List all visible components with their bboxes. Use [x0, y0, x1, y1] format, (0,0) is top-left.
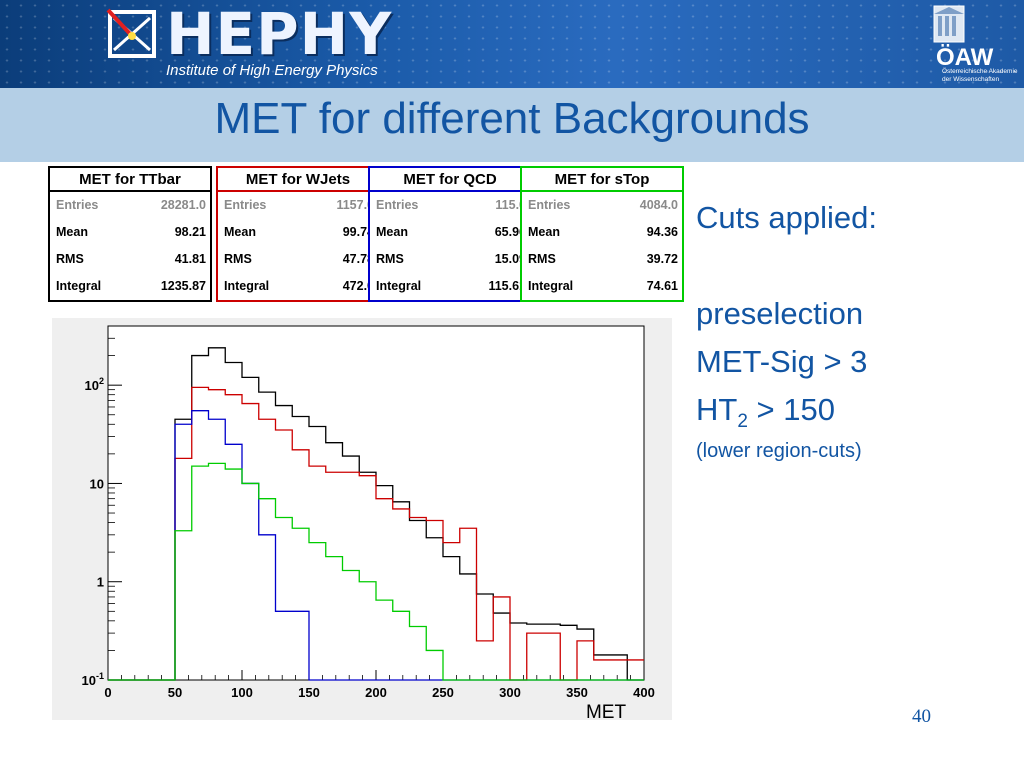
stats-label: Entries — [56, 198, 99, 212]
cut-region-note: (lower region-cuts) — [696, 440, 862, 462]
stats-title: MET for TTbar — [50, 168, 210, 192]
stats-value: 115.0 — [495, 198, 526, 212]
stats-row-mean: Mean 99.74 — [218, 219, 378, 246]
stats-row-mean: Mean 98.21 — [50, 219, 210, 246]
x-axis-label: MET — [586, 702, 627, 720]
stats-value: 47.78 — [342, 252, 374, 266]
stats-row-integral: Integral 74.61 — [522, 273, 682, 300]
stats-row-mean: Mean 94.36 — [522, 219, 682, 246]
cut-met-sig: MET-Sig > 3 — [696, 344, 868, 379]
title-bar: MET for different Backgrounds — [0, 88, 1024, 162]
stats-value: 99.74 — [342, 225, 374, 239]
stats-row-entries: Entries 1157.0 — [218, 192, 378, 219]
stats-box-wjets: MET for WJets Entries 1157.0 Mean 99.74 RM… — [216, 166, 380, 302]
oaw-building-icon — [933, 5, 965, 43]
logo-text: HEPHY — [166, 0, 393, 68]
oaw-logo-text: ÖAW — [936, 44, 994, 71]
stats-value: 39.72 — [646, 252, 678, 266]
stats-label: RMS — [56, 252, 84, 266]
stats-label: Integral — [224, 279, 270, 293]
stats-row-integral: Integral 472.0 — [218, 273, 378, 300]
stats-value: 15.09 — [494, 252, 526, 266]
stats-value: 28281.0 — [160, 198, 206, 212]
stats-row-integral: Integral 115.61 — [370, 273, 530, 300]
banner-pattern — [0, 0, 1024, 88]
stats-row-entries: Entries 28281.0 — [50, 192, 210, 219]
stats-label: Entries — [528, 198, 571, 212]
hephy-logo-icon — [106, 8, 156, 58]
stats-value: 94.36 — [646, 225, 678, 239]
y-tick-label: 10 — [90, 476, 104, 491]
x-tick-label: 50 — [168, 685, 182, 700]
stats-value: 98.21 — [174, 225, 206, 239]
x-tick-label: 200 — [365, 685, 387, 700]
stats-label: RMS — [528, 252, 556, 266]
cut-ht2-rest: > 150 — [747, 392, 835, 427]
stats-row-entries: Entries 115.0 — [370, 192, 530, 219]
stats-value: 1235.87 — [160, 279, 206, 293]
series-wjets — [108, 386, 644, 681]
plot-frame — [107, 325, 645, 681]
stats-value: 1157.0 — [336, 198, 374, 212]
stats-label: RMS — [376, 252, 404, 266]
slide-title: MET for different Backgrounds — [214, 94, 810, 143]
stats-value: 74.61 — [646, 279, 678, 293]
stats-title: MET for QCD — [370, 168, 530, 192]
logo-subtitle: Institute of High Energy Physics — [166, 62, 378, 79]
oaw-line-2: der Wissenschaften — [942, 76, 1000, 83]
oaw-line-1: Österreichische Akademie — [942, 68, 1018, 75]
stats-box-qcd: MET for QCD Entries 115.0 Mean 65.96 RMS 15… — [368, 166, 532, 302]
stats-row-integral: Integral 1235.87 — [50, 273, 210, 300]
stats-value: 115.61 — [488, 279, 526, 293]
stats-row-entries: Entries 4084.0 — [522, 192, 682, 219]
stats-label: Mean — [376, 225, 408, 239]
stats-label: Entries — [376, 198, 419, 212]
cut-ht2-sub: 2 — [737, 411, 748, 433]
stats-title: MET for sTop — [522, 168, 682, 192]
stats-label: Integral — [56, 279, 102, 293]
stats-label: Entries — [224, 198, 267, 212]
stats-label: Integral — [376, 279, 422, 293]
stats-value: 65.96 — [494, 225, 526, 239]
stats-row-rms: RMS 47.78 — [218, 246, 378, 273]
stats-title: MET for WJets — [218, 168, 378, 192]
stats-box-ttbar: MET for TTbar Entries 28281.0 Mean 98.21 R… — [48, 166, 212, 302]
header-banner: HEPHY Institute of High Energy Physics Ö… — [0, 0, 1024, 88]
x-tick-label: 400 — [633, 685, 655, 700]
stats-label: Mean — [224, 225, 256, 239]
stats-label: Mean — [56, 225, 88, 239]
x-tick-label: 300 — [499, 685, 521, 700]
stats-label: Mean — [528, 225, 560, 239]
stats-row-rms: RMS 41.81 — [50, 246, 210, 273]
x-tick-label: 150 — [298, 685, 320, 700]
page-number: 40 — [912, 706, 931, 727]
stats-label: Integral — [528, 279, 574, 293]
y-tick-label: 1 — [97, 575, 104, 590]
x-tick-label: 100 — [231, 685, 253, 700]
cut-preselection: preselection — [696, 296, 864, 331]
stats-row-rms: RMS 15.09 — [370, 246, 530, 273]
x-tick-label: 0 — [104, 685, 111, 700]
stats-value: 41.81 — [174, 252, 206, 266]
stats-label: RMS — [224, 252, 252, 266]
stats-value: 472.0 — [342, 279, 374, 293]
cut-ht2: HT2 > 150 — [696, 392, 835, 433]
stats-value: 4084.0 — [639, 198, 678, 212]
x-tick-label: 350 — [566, 685, 588, 700]
cut-ht2-main: HT — [696, 392, 738, 427]
stats-box-stop: MET for sTop Entries 4084.0 Mean 94.36 RMS… — [520, 166, 684, 302]
series-stop — [108, 462, 644, 681]
stats-row-rms: RMS 39.72 — [522, 246, 682, 273]
x-tick-label: 250 — [432, 685, 454, 700]
stats-row-mean: Mean 65.96 — [370, 219, 530, 246]
cuts-heading: Cuts applied: — [696, 200, 877, 235]
